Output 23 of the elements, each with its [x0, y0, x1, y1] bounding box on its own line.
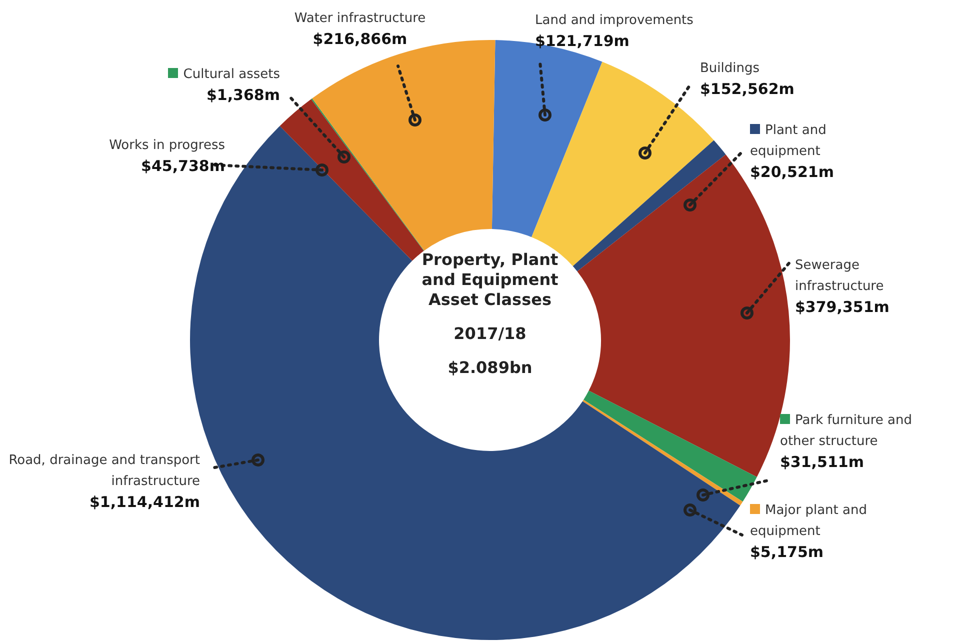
legend-label: Major plant and equipment [750, 503, 867, 539]
slice-label: Works in progress [109, 138, 225, 153]
legend-label: Cultural assets [183, 67, 280, 82]
text: Property, Plant and Equipment Asset Classes [422, 250, 558, 309]
data-label: $1,368m [205, 85, 280, 106]
data-label: $20,521m [750, 162, 835, 183]
legend-label: Park furniture and other structure [780, 413, 912, 449]
slice-label: Sewerage infrastructure [795, 258, 884, 294]
data-label: $31,511m [780, 452, 865, 473]
slice-label: Water infrastructure [294, 11, 426, 26]
data-label: $216,866m [312, 29, 408, 50]
legend-label: Plant and equipment [750, 123, 826, 159]
data-label: $379,351m [795, 297, 890, 318]
text: $2.089bn [446, 358, 534, 378]
slice-label: Land and improvements [535, 13, 694, 28]
data-label: $152,562m [700, 79, 796, 100]
slice-label: Road, drainage and transport infrastructure [8, 453, 200, 489]
data-label: $1,114,412m [88, 492, 200, 513]
text: 2017/18 [452, 324, 528, 344]
slice-label: Buildings [700, 61, 760, 76]
data-label: $121,719m [535, 31, 630, 52]
data-label: $45,738m [140, 156, 225, 177]
data-label: $5,175m [750, 542, 825, 563]
